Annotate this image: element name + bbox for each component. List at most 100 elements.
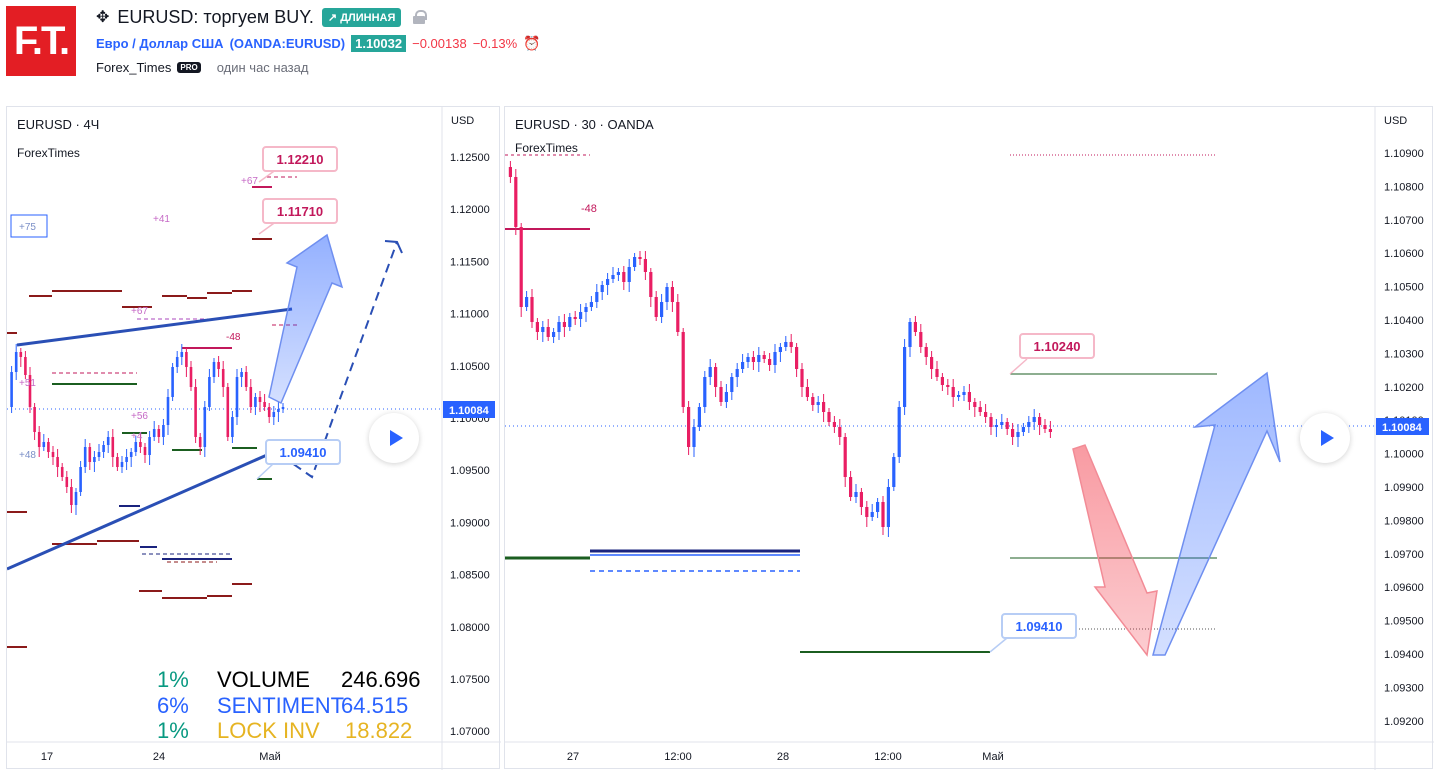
candle-body <box>88 447 92 462</box>
alarm-clock-icon[interactable]: ⏰ <box>523 35 541 51</box>
stat-value: 18.822 <box>345 718 412 743</box>
candle-body <box>957 395 961 397</box>
small-label: +48 <box>19 450 36 461</box>
left-last-price-marker: 1.10084 <box>443 401 495 418</box>
candle-body <box>226 387 230 437</box>
price-tick-label: 1.11500 <box>450 256 489 268</box>
candle-body <box>670 287 674 302</box>
candle-body <box>676 302 680 332</box>
price-tick-label: 1.07500 <box>450 674 490 686</box>
left-time-axis[interactable]: 17 24 Май <box>41 751 281 763</box>
candle-body <box>589 302 593 307</box>
candle-body <box>65 477 69 487</box>
candle-body <box>579 312 583 319</box>
price-tick-label: 1.10900 <box>1384 148 1424 160</box>
candle-body <box>194 387 197 437</box>
candle-body <box>189 367 193 387</box>
candle-body <box>221 369 225 387</box>
candle-body <box>827 412 831 422</box>
left-chart-canvas[interactable]: EURUSD · 4Ч ForexTimes USD 1.12500 1.1200… <box>7 107 501 770</box>
candle-body <box>584 307 588 312</box>
right-play-button[interactable] <box>1300 413 1350 463</box>
small-label: +4 <box>131 431 143 442</box>
candle-body <box>638 257 642 259</box>
candle-body <box>152 429 156 437</box>
left-price-axis[interactable]: 1.12500 1.12000 1.11500 1.11000 1.10500 1.100… <box>450 152 490 738</box>
candle-body <box>832 422 836 427</box>
candle-body <box>843 437 847 477</box>
candle-body <box>134 442 138 452</box>
price-tick-label: 1.09700 <box>1384 549 1424 561</box>
price-tick-label: 1.10500 <box>1384 282 1424 294</box>
candle-body <box>708 367 712 377</box>
candle-body <box>789 342 793 347</box>
candle-body <box>595 292 599 302</box>
author-link[interactable]: Forex_Times <box>96 60 172 75</box>
right-currency-label: USD <box>1384 115 1407 127</box>
candle-body <box>805 387 809 397</box>
candle-body <box>865 507 869 517</box>
candle-body <box>19 352 23 357</box>
candle-body <box>56 457 59 467</box>
stat-label: LOCK INV <box>217 718 320 743</box>
price-tick-label: 1.08000 <box>450 622 490 634</box>
logo-text: F.T. <box>13 18 70 63</box>
right-time-axis[interactable]: 27 12:00 28 12:00 Май <box>567 751 1004 763</box>
time-tick-label: Май <box>982 751 1004 763</box>
author-logo[interactable]: F.T. <box>6 6 76 76</box>
candle-body <box>198 437 202 447</box>
candle-body <box>1032 417 1036 422</box>
right-price-axis[interactable]: 1.10900 1.10800 1.10700 1.10600 1.10500 1.104… <box>1384 148 1424 728</box>
stat-pct: 1% <box>157 667 189 692</box>
candle-body <box>892 457 896 487</box>
price-tick-label: 1.10300 <box>1384 348 1424 360</box>
published-time: один час назад <box>216 60 309 75</box>
left-play-button[interactable] <box>369 413 419 463</box>
lock-icon <box>413 10 428 24</box>
candle-body <box>897 407 901 457</box>
right-chart-panel[interactable]: EURUSD · 30 · OANDA ForexTimes USD 1.109… <box>504 106 1434 770</box>
candle-body <box>940 377 944 385</box>
candle-body <box>859 492 863 507</box>
left-callout-3: 1.09410 <box>256 439 341 480</box>
label-box <box>10 214 48 238</box>
left-projection-dashed <box>268 241 398 479</box>
candle-body <box>171 367 174 397</box>
candle-body <box>627 267 631 282</box>
right-down-arrow <box>1072 444 1158 657</box>
direction-badge: ↗ ДЛИННАЯ <box>321 7 402 27</box>
candle-body <box>714 367 718 387</box>
candle-body <box>973 402 977 407</box>
stat-value: 246.696 <box>341 667 421 692</box>
time-tick-label: 24 <box>153 751 165 763</box>
candle-body <box>795 347 799 369</box>
candle-body <box>606 279 610 285</box>
stat-pct: 1% <box>157 718 189 743</box>
left-chart-panel[interactable]: EURUSD · 4Ч ForexTimes USD 1.12500 1.1200… <box>6 106 501 770</box>
price-tick-label: 1.12500 <box>450 152 490 164</box>
candle-body <box>784 342 788 347</box>
candle-body <box>208 377 211 407</box>
candle-body <box>643 259 647 272</box>
symbol-code-link[interactable]: (OANDA:EURUSD) <box>229 36 346 51</box>
candle-body <box>212 362 216 377</box>
candle-body <box>530 297 534 322</box>
candle-body <box>697 407 701 427</box>
left-level-lines <box>7 186 272 648</box>
symbol-name-link[interactable]: Евро / Доллар США <box>96 36 224 51</box>
candle-body <box>762 355 766 359</box>
candle-body <box>568 317 572 327</box>
candle-body <box>60 467 64 477</box>
candle-body <box>244 372 248 387</box>
price-tick-label: 1.09600 <box>1384 582 1424 594</box>
candle-body <box>1048 429 1052 432</box>
price-tick-label: 1.10400 <box>1384 315 1424 327</box>
candle-body <box>148 437 151 455</box>
price-tick-label: 1.07000 <box>450 726 490 738</box>
left-stats-block: 1% VOLUME 246.696 6% SENTIMENT 64.515 1%… <box>157 667 421 743</box>
time-tick-label: 17 <box>41 751 53 763</box>
candle-body <box>1021 427 1025 432</box>
small-label: +51 <box>19 378 36 389</box>
callout-text: 1.10240 <box>1034 339 1081 354</box>
right-chart-canvas[interactable]: EURUSD · 30 · OANDA ForexTimes USD 1.109… <box>505 107 1434 770</box>
